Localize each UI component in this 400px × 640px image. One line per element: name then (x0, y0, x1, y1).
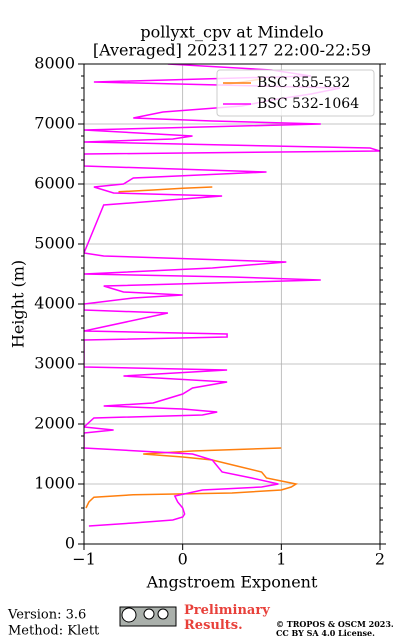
sa-icon (157, 608, 169, 620)
plot-frame (83, 63, 381, 545)
y-tick-label: 8000 (34, 54, 75, 73)
x-tick-label: 2 (375, 550, 385, 569)
footer: Version: 3.6 Method: Klett Preliminary Re… (7, 603, 394, 639)
y-tick-label: 2000 (34, 414, 75, 433)
legend-label: BSC 532-1064 (257, 96, 359, 112)
y-tick-label: 1000 (34, 474, 75, 493)
y-tick-label: 3000 (34, 354, 75, 373)
y-tick-label: 7000 (34, 114, 75, 133)
chart-subtitle: [Averaged] 20231127 22:00-22:59 (93, 41, 371, 60)
preliminary: Preliminary Results. (184, 603, 270, 633)
preliminary-line: Results. (184, 618, 243, 633)
copyright: © TROPOS & OSCM 2023. (276, 619, 394, 629)
method: Method: Klett (8, 624, 100, 639)
y-tick-label: 6000 (34, 174, 75, 193)
x-axis-label: Angstroem Exponent (146, 573, 318, 592)
x-tick-label: 1 (276, 550, 286, 569)
legend-label: BSC 355-532 (257, 75, 350, 91)
plot-area (84, 64, 380, 527)
x-tick-label: 0 (178, 550, 188, 569)
license: CC BY SA 4.0 License. (276, 628, 375, 638)
by-icon (143, 608, 155, 620)
profile-line (84, 64, 380, 527)
legend-box (216, 69, 375, 117)
version: Version: 3.6 (7, 608, 86, 623)
cc-icon (121, 607, 137, 623)
y-tick-label: 5000 (34, 234, 75, 253)
y-axis-label: Height (m) (9, 260, 28, 348)
chart-title: pollyxt_cpv at Mindelo (140, 23, 323, 42)
preliminary-line: Preliminary (184, 603, 270, 618)
y-tick-label: 4000 (34, 294, 75, 313)
x-tick-label: −1 (72, 550, 96, 569)
y-tick-label: 0 (65, 534, 75, 553)
